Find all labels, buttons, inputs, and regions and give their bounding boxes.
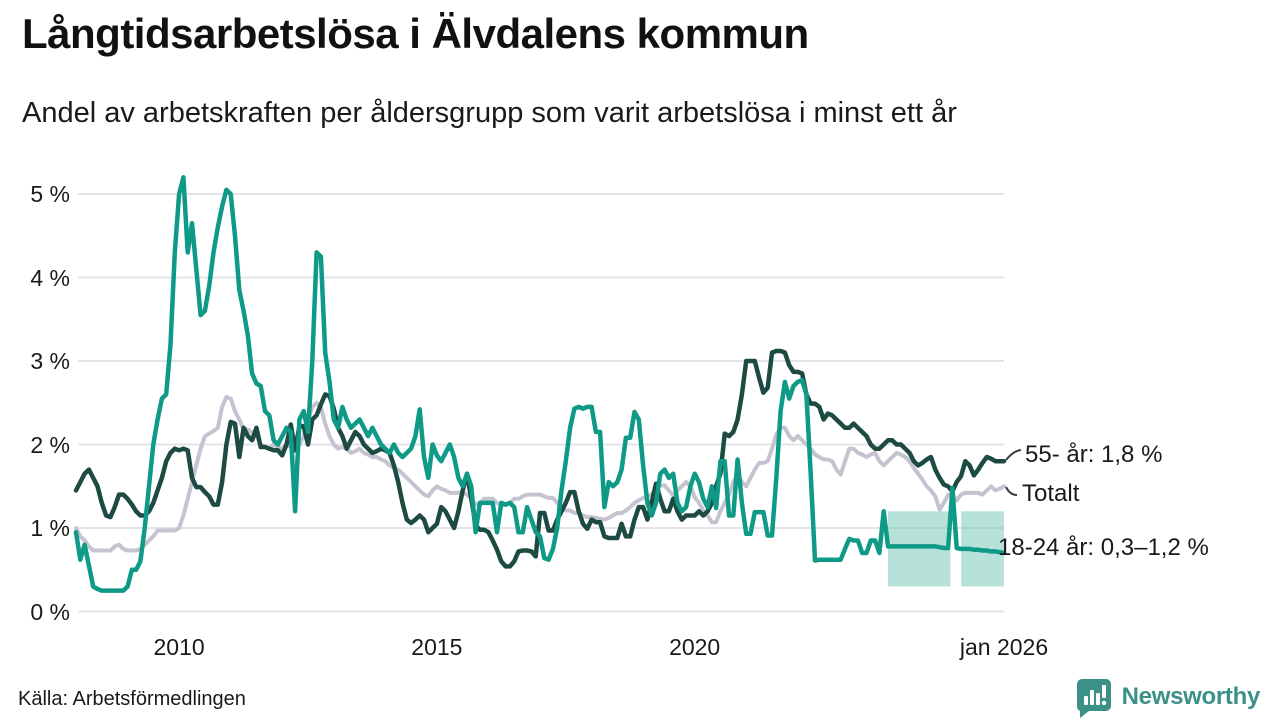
series-label-youth: 18-24 år: 0,3–1,2 % [998,534,1209,561]
x-tick-2015: 2015 [411,634,463,660]
brand-name: Newsworthy [1121,683,1261,710]
x-tick-2010: 2010 [153,634,205,660]
series-label-55plus: 55- år: 1,8 % [1025,441,1163,468]
series-line-55plus [73,348,1007,569]
logo-bar-short [1083,696,1088,705]
series-line-youth [73,175,1007,593]
chart-title: Långtidsarbetslösa i Älvdalens kommun [22,10,809,57]
y-tick-2: 2 % [30,431,70,458]
logo-bar-tall [1089,690,1094,705]
logo-exclamation-dot [1101,700,1106,706]
logo-bar-medium [1095,693,1100,705]
chart-subtitle: Andel av arbetskraften per åldersgrupp s… [22,97,957,129]
y-tick-5: 5 % [30,181,70,207]
x-tick-jan-2026: jan 2026 [959,634,1049,660]
y-tick-3: 3 % [30,348,70,374]
y-tick-1: 1 % [30,515,70,541]
logo-exclamation-bar [1101,685,1106,698]
series-line-total [74,394,1006,553]
x-tick-2020: 2020 [669,634,721,660]
y-tick-0: 0 % [30,598,70,625]
label-connector-total [1005,486,1018,496]
newsworthy-logo: Newsworthy [1074,676,1260,718]
source-note: Källa: Arbetsförmedlingen [18,688,246,710]
label-connector-55plus [1005,449,1022,461]
series-label-total: Totalt [1022,480,1080,507]
newsworthy-logo-icon [1076,679,1111,718]
y-tick-4: 4 % [30,264,70,291]
